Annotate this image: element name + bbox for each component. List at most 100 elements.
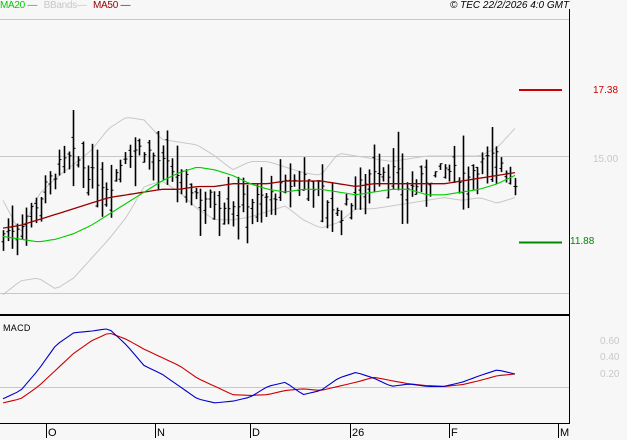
ohlc-bar	[438, 163, 443, 170]
ohlc-bar	[259, 167, 264, 223]
ohlc-bar	[34, 197, 39, 224]
ohlc-bar	[156, 131, 161, 191]
ohlc-bar	[499, 157, 504, 173]
ohlc-bar	[43, 175, 48, 204]
ohlc-bar	[142, 152, 147, 163]
macd-signal-line	[2, 332, 516, 404]
copyright-text: © TEC 22/2/2026 4:0 GMT	[450, 0, 570, 11]
ohlc-bar	[471, 164, 476, 190]
ohlc-bar	[264, 193, 269, 217]
ohlc-bar	[419, 165, 424, 193]
ohlc-bar	[447, 164, 452, 182]
ohlc-bar	[250, 198, 255, 225]
ohlc-bar	[269, 175, 274, 215]
ohlc-bar	[433, 171, 438, 178]
ohlc-bar	[151, 152, 156, 181]
legend-bbands-label: BBands	[43, 0, 78, 11]
ohlc-bar	[396, 131, 401, 191]
ohlc-bar	[335, 207, 340, 216]
ohlc-bar	[212, 191, 217, 220]
ohlc-bar	[208, 189, 213, 208]
macd-line	[2, 328, 516, 404]
ohlc-bar	[81, 141, 86, 188]
macd-title: MACD	[3, 323, 31, 333]
ohlc-bar	[457, 177, 462, 194]
support-label: 11.88	[570, 236, 595, 247]
ohlc-bar	[325, 200, 330, 229]
chart-legend: MA20 — BBands— MA50 —	[0, 0, 134, 11]
ohlc-bar	[513, 178, 518, 196]
ohlc-bar	[316, 180, 321, 197]
ohlc-bar	[297, 170, 302, 196]
ohlc-bar	[90, 143, 95, 189]
ohlc-bar	[147, 139, 152, 170]
ohlc-bar	[128, 144, 133, 168]
ohlc-bar	[391, 148, 396, 190]
ohlc-bar	[339, 210, 344, 236]
ohlc-bar	[194, 187, 199, 200]
legend-ma20: MA20 —	[0, 0, 38, 11]
ohlc-bar	[372, 144, 377, 193]
ohlc-bar	[400, 153, 405, 224]
ohlc-bar	[508, 166, 513, 185]
ohlc-bar	[494, 146, 499, 184]
x-label-mar: M	[560, 427, 570, 439]
ohlc-bar	[480, 152, 485, 175]
ohlc-bar	[306, 179, 311, 202]
ohlc-bar	[367, 169, 372, 204]
ohlc-bar	[15, 223, 20, 256]
ohlc-bar	[48, 171, 53, 195]
ohlc-bar	[222, 202, 227, 225]
ohlc-bar	[288, 163, 293, 208]
ohlc-bar	[1, 230, 6, 251]
ohlc-bar	[283, 174, 288, 194]
ohlc-bar	[273, 193, 278, 216]
x-axis-ticks	[46, 424, 559, 438]
x-label-nov: N	[157, 427, 165, 439]
ohlc-bar	[443, 164, 448, 179]
legend-ma50-label: MA50	[93, 0, 118, 11]
resistance-label: 17.38	[593, 85, 619, 96]
ohlc-bar	[71, 110, 76, 187]
ohlc-bar	[358, 167, 363, 210]
ma20-line	[2, 167, 516, 243]
ohlc-bar	[236, 176, 241, 240]
ohlc-bar	[104, 182, 109, 207]
ohlc-bar	[165, 130, 170, 185]
ohlc-bar	[184, 169, 189, 203]
ohlc-bar	[461, 135, 466, 210]
ohlc-bar	[302, 157, 307, 191]
x-label-2026: 26	[352, 427, 365, 439]
bbands-upper-line	[2, 117, 516, 233]
ohlc-bar	[466, 166, 471, 209]
ohlc-bar	[363, 174, 368, 215]
ohlc-bar	[170, 158, 175, 182]
legend-ma20-label: MA20	[0, 0, 25, 11]
macd-label-040: 0.40	[600, 352, 620, 363]
ohlc-bar	[67, 151, 72, 170]
x-label-dec: D	[252, 427, 260, 439]
ohlc-bar	[137, 138, 142, 156]
ohlc-bar	[311, 180, 316, 208]
macd-label-020: 0.20	[600, 369, 620, 380]
price-bars	[1, 110, 518, 256]
ohlc-bar	[118, 159, 123, 183]
ohlc-bar	[20, 214, 25, 240]
ohlc-bar	[24, 207, 29, 246]
x-label-feb: F	[451, 427, 458, 439]
ohlc-bar	[76, 156, 81, 168]
macd-label-060: 0.60	[600, 336, 620, 347]
ohlc-bar	[123, 152, 128, 165]
ohlc-bar	[100, 162, 105, 217]
ohlc-bar	[133, 137, 138, 187]
ohlc-bar	[490, 127, 495, 182]
ohlc-bar	[377, 153, 382, 187]
ohlc-bar	[39, 197, 44, 222]
ohlc-bar	[344, 194, 349, 206]
ohlc-bar	[386, 164, 391, 199]
legend-ma50: MA50 —	[93, 0, 131, 11]
ohlc-bar	[504, 170, 509, 183]
ohlc-bar	[255, 184, 260, 223]
ma50-line	[2, 171, 516, 229]
